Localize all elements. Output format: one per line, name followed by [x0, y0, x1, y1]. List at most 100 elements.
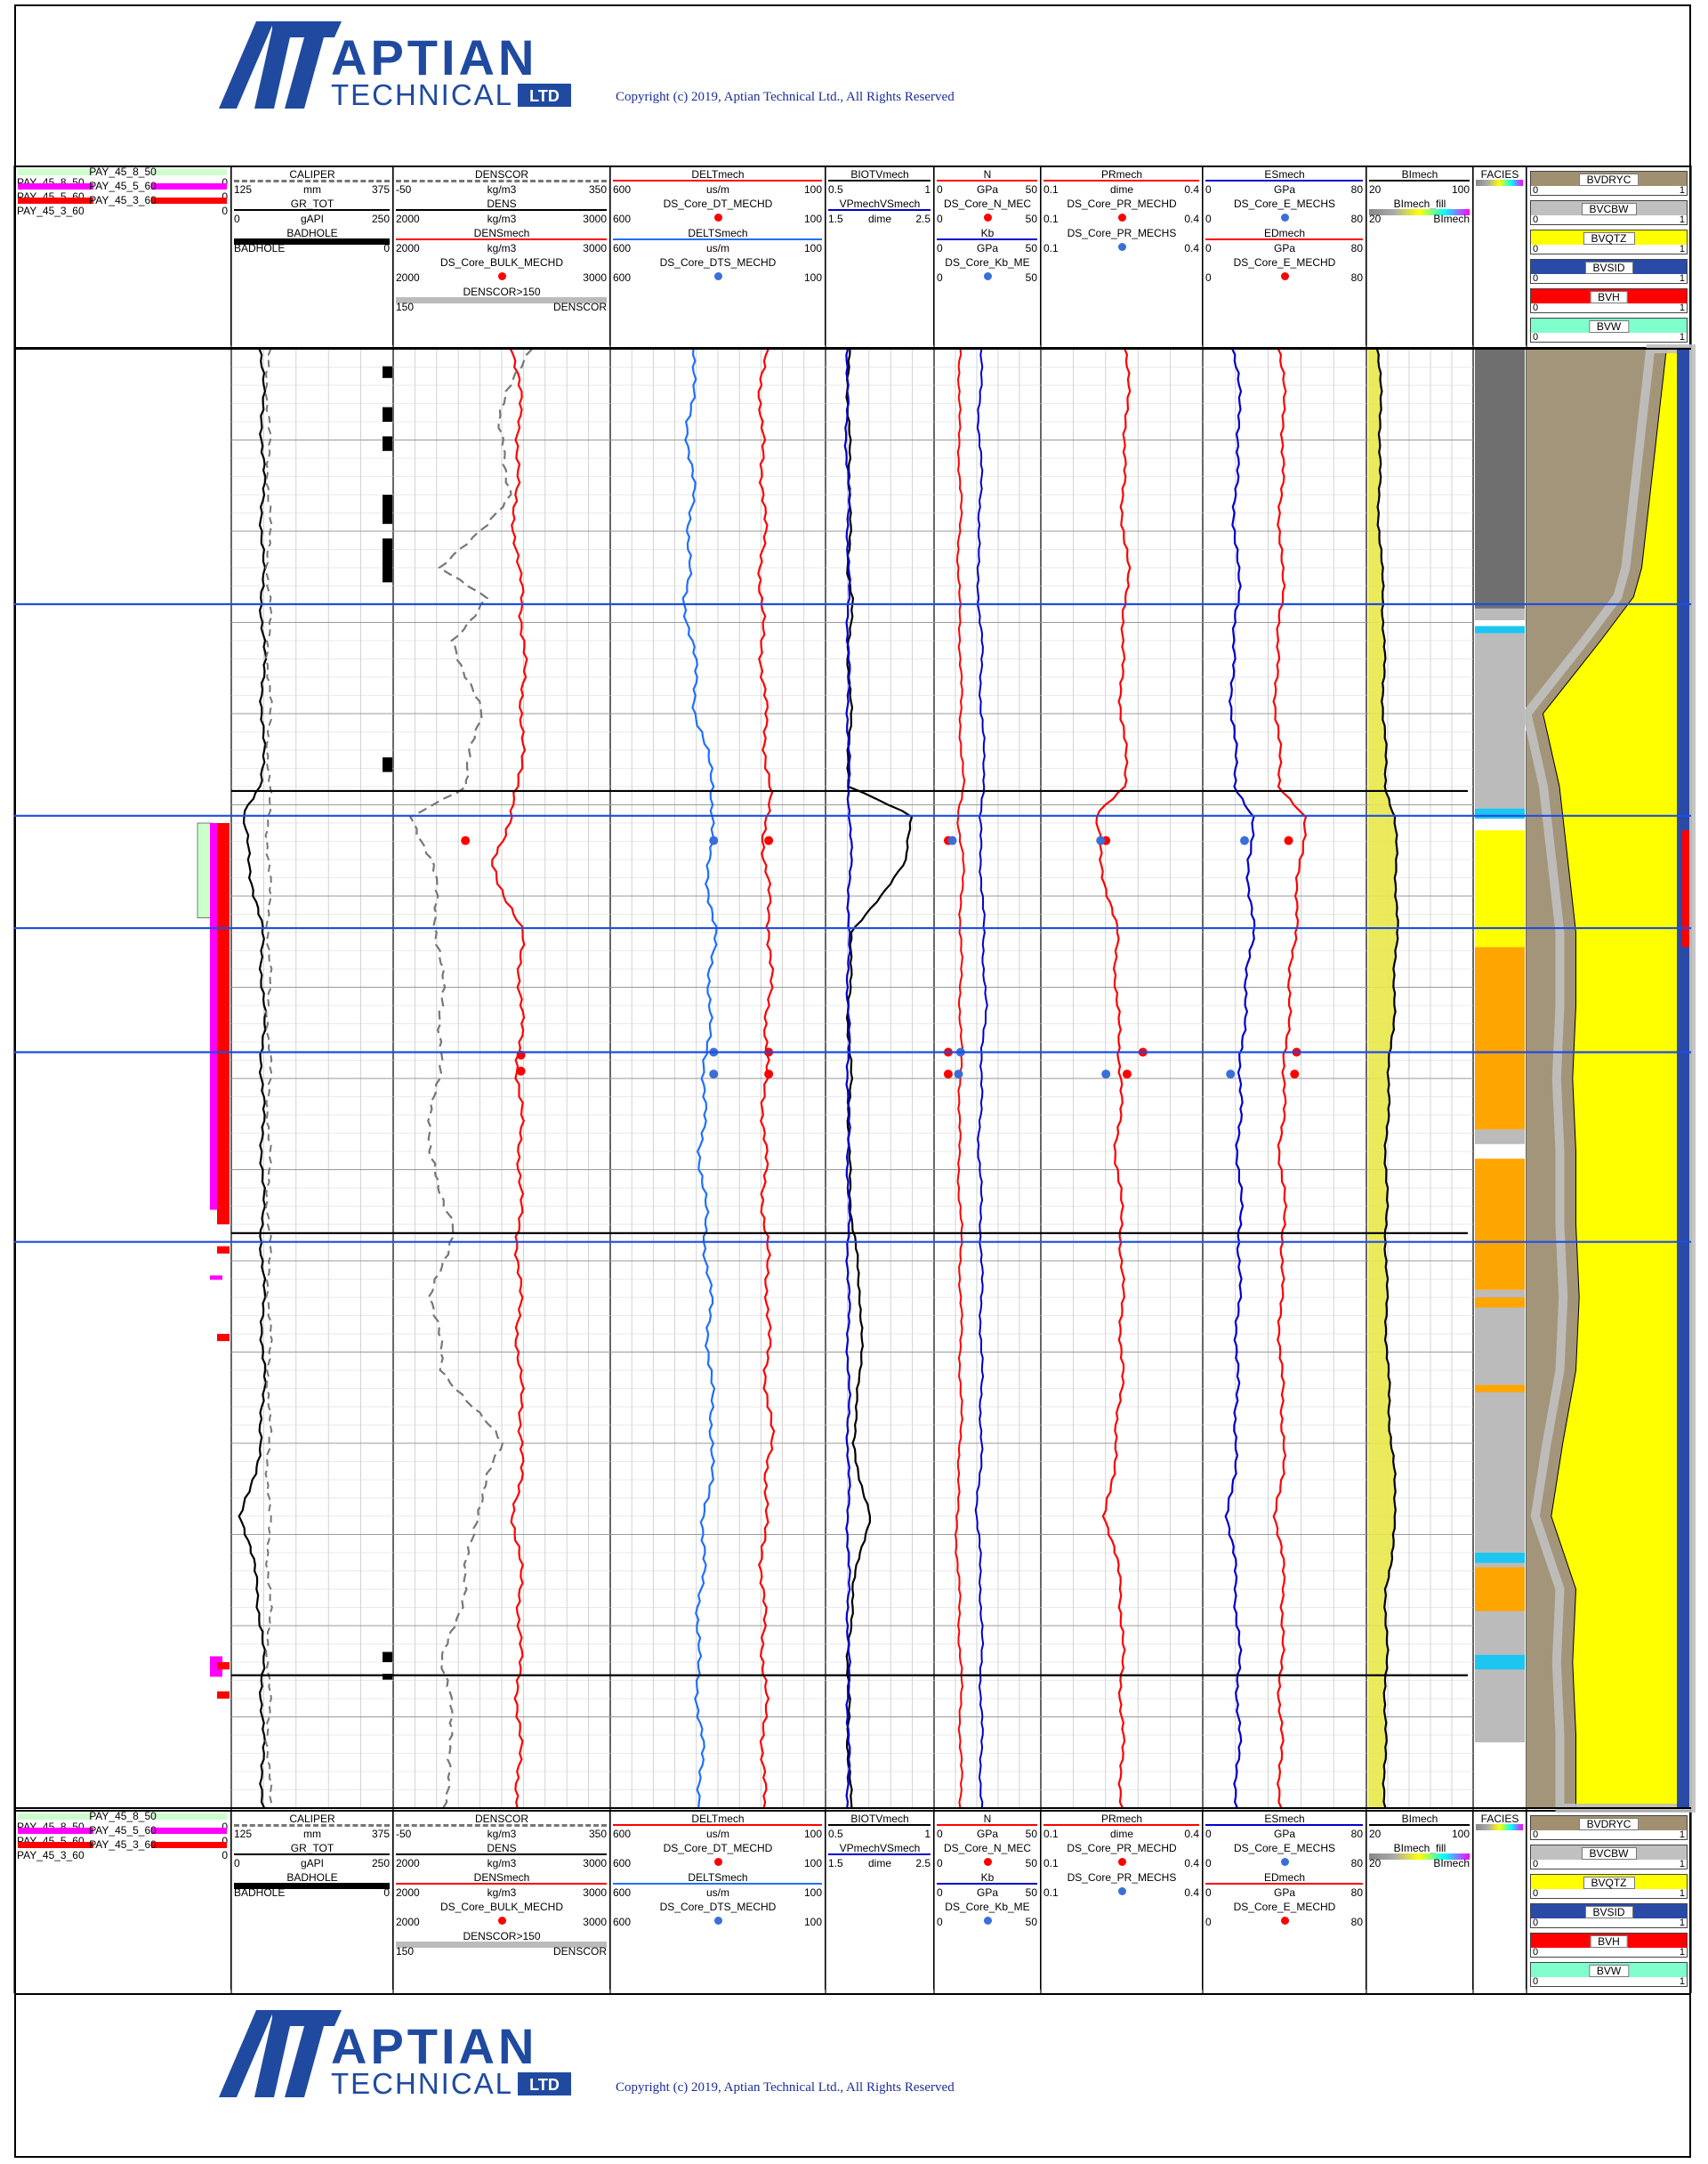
header-pr: PRmech 0.1 dime 0.4 DS_Core_PR_MECHD 0.1 0.4 DS… [1041, 1812, 1203, 1990]
legend-line [828, 180, 931, 182]
curve-name: DELTmech [691, 1813, 745, 1825]
header-caliper: CALIPER 125 mm 375 GR_TOT 0 gAPI 250 BADHOLE BADH… [231, 167, 393, 345]
scale-right: 1 [1679, 273, 1685, 284]
scale-right: 100 [803, 242, 822, 254]
curve-name: PAY_45_8_50 [89, 166, 157, 178]
legend-box-bvcbw: BVCBW 0 1 [1530, 200, 1688, 225]
track-header-top: PAY_45_8_50 PAY_45_8_50 0 PAY_45_5_60 PAY_45… [14, 166, 1691, 345]
scale-right: 375 [371, 1828, 390, 1840]
scale-right: 1 [1679, 332, 1685, 343]
scale-left: 0 [1533, 332, 1539, 343]
curve-name: DENS [487, 198, 517, 210]
scale-left: 0 [937, 1828, 943, 1840]
legend-dot [1281, 214, 1289, 222]
scale-unit: GPa [1273, 183, 1295, 196]
legend-swatch [151, 1828, 227, 1834]
scale-right: 80 [1350, 183, 1363, 196]
curve-name: BADHOLE [286, 1871, 338, 1884]
header-bv: BVDRYC 0 1 BVCBW 0 1 BVQTZ 0 1 BVSID 0 1 BVH 0 1 BVW 0 1 [1527, 167, 1691, 345]
separator [14, 1993, 1691, 1995]
company-logo: APTIAN TECHNICAL LTD [219, 18, 575, 111]
curve-name: CALIPER [289, 168, 335, 181]
scale-right: 0 [222, 1821, 228, 1833]
legend-box-bvh: BVH 0 1 [1530, 288, 1688, 313]
legend-swatch [18, 169, 93, 175]
curve-name: BIOTVmech [850, 168, 909, 181]
scale-left: 0 [937, 183, 943, 196]
scale-left: 0 [1205, 242, 1212, 254]
scale-right: 3000 [583, 213, 607, 225]
curve-name: DS_Core_N_MEC [943, 198, 1032, 210]
scale-left: 1.5 [828, 213, 843, 225]
scale-unit: GPa [976, 242, 998, 254]
legend-swatch [151, 1813, 227, 1820]
scale-right: 100 [803, 1886, 822, 1899]
curve-name: DS_Core_Kb_ME [945, 1901, 1030, 1913]
legend-box-bvdryc: BVDRYC 0 1 [1530, 1815, 1688, 1840]
legend-line [396, 1883, 607, 1885]
scale-left: 0.1 [1043, 242, 1059, 254]
scale-unit: kg/m3 [487, 1828, 517, 1840]
scale-left: 2000 [396, 213, 420, 225]
scale-right: 50 [1025, 213, 1037, 225]
legend-dot [1118, 1858, 1126, 1866]
scale-right: 80 [1350, 242, 1363, 254]
curve-name: BVDRYC [1578, 1818, 1640, 1830]
scale-left: PAY_45_3_60 [17, 1849, 85, 1861]
scale-left: 600 [613, 183, 632, 196]
scale-unit: GPa [1273, 242, 1295, 254]
curve-name: PAY_45_5_60 [89, 180, 157, 192]
scale-unit: us/m [705, 1886, 729, 1899]
legend-line [1476, 180, 1523, 186]
scale-unit: dime [867, 213, 891, 225]
curve-name: DENSmech [473, 1871, 530, 1884]
scale-left: 0 [234, 1857, 240, 1869]
curve-name: ESmech [1264, 1813, 1305, 1825]
curve-name: BImech [1401, 1813, 1438, 1825]
scale-left: 0 [1533, 244, 1539, 254]
scale-left: 150 [396, 301, 415, 313]
scale-right: BImech [1433, 213, 1470, 225]
curve-name: BImech_fill [1393, 198, 1446, 210]
scale-right: 0 [383, 1886, 390, 1899]
scale-right: 0 [222, 176, 228, 189]
curve-name: BVCBW [1581, 203, 1637, 215]
scale-left: 0 [1205, 1886, 1212, 1899]
scale-unit: gAPI [300, 1857, 324, 1869]
legend-swatch [18, 1813, 93, 1820]
scale-left: 0 [1533, 1947, 1539, 1958]
legend-line [1043, 180, 1199, 182]
curve-name: PRmech [1100, 168, 1142, 181]
curve-name: Kb [980, 227, 995, 239]
header-biot: BIOTVmech 0.5 1 VPmechVSmech 1.5 dime 2.5 [826, 1812, 934, 1990]
scale-left: 125 [234, 1828, 253, 1840]
curve-name: BVQTZ [1583, 1877, 1635, 1889]
legend-box-bvsid: BVSID 0 1 [1530, 259, 1688, 284]
scale-right: 350 [588, 183, 607, 196]
scale-unit: us/m [705, 242, 729, 254]
scale-unit: kg/m3 [487, 1886, 517, 1899]
legend-line [1205, 1824, 1363, 1826]
scale-right: 0.4 [1184, 1886, 1199, 1899]
curve-name: ESmech [1264, 168, 1305, 181]
scale-left: 0.1 [1043, 1828, 1059, 1840]
legend-dot [1281, 272, 1289, 280]
scale-unit: dime [1109, 1828, 1133, 1840]
legend-dot [984, 214, 992, 222]
curve-name: BVH [1590, 291, 1628, 303]
scale-left: 0 [1533, 214, 1539, 225]
legend-box-bvsid: BVSID 0 1 [1530, 1903, 1688, 1928]
curve-name: DS_Core_BULK_MECHD [439, 1901, 564, 1913]
curve-name: BVW [1588, 320, 1630, 333]
scale-right: 3000 [583, 1886, 607, 1899]
scale-left: 600 [613, 242, 632, 254]
curve-name: DS_Core_DTS_MECHD [659, 256, 777, 269]
scale-left: 0 [1533, 1888, 1539, 1899]
legend-box-bvqtz: BVQTZ 0 1 [1530, 230, 1688, 254]
scale-left: 600 [613, 1916, 632, 1928]
curve-name: DENSCOR>150 [463, 1930, 541, 1942]
scale-right: 100 [803, 183, 822, 196]
legend-line [828, 209, 931, 211]
logo-subname: TECHNICAL [331, 78, 513, 111]
legend-swatch [151, 169, 227, 175]
